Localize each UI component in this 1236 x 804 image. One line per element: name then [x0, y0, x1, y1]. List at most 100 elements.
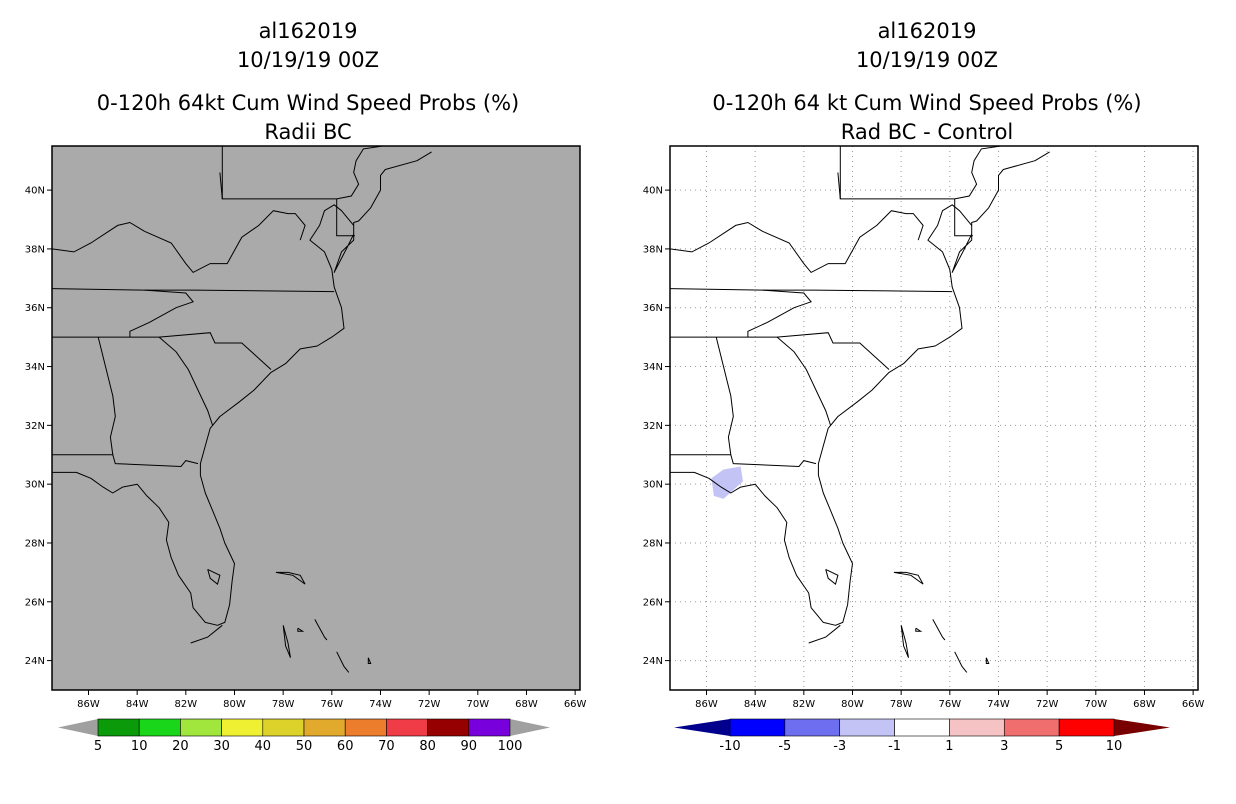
colorbar-label: 30	[213, 739, 230, 754]
colorbar-swatch	[949, 718, 1005, 737]
lon-tick-label: 76W	[939, 699, 962, 710]
lon-tick-label: 78W	[272, 699, 295, 710]
colorbar-label: 40	[255, 739, 272, 754]
state-boundary	[144, 210, 306, 274]
coastline	[52, 151, 432, 626]
state-boundary	[336, 146, 383, 200]
map-frame	[51, 145, 581, 691]
colorbar-low-arrow	[58, 719, 98, 736]
colorbar-swatch	[344, 718, 387, 737]
panel-radii-bc: al162019 10/19/19 00Z 0-120h 64kt Cum Wi…	[25, 19, 587, 754]
state-boundary	[837, 172, 841, 199]
lon-tick-label: 72W	[418, 699, 441, 710]
island-outline	[207, 568, 221, 585]
map-left: 40N 38N 36N 34N 32N 30N 28N 26N 24N 86W 84W 82W 80W 7…	[25, 145, 587, 710]
colorbar-swatch	[784, 718, 841, 737]
lon-tick-label: 84W	[126, 699, 149, 710]
lat-tick-label: 30N	[25, 480, 45, 491]
state-boundary	[336, 198, 355, 237]
lon-tick-label: 70W	[1084, 699, 1107, 710]
colorbar-label: -3	[833, 739, 846, 754]
lat-tick-label: 26N	[643, 597, 663, 608]
state-boundary	[762, 210, 924, 274]
island-outline	[954, 651, 968, 673]
lon-tick-label: 74W	[369, 699, 392, 710]
state-boundary	[776, 336, 832, 426]
colorbar-swatch	[1058, 718, 1115, 737]
colorbar-swatch	[427, 718, 470, 737]
colorbar-swatch	[221, 718, 264, 737]
lon-tick-label: 68W	[515, 699, 538, 710]
lat-tick-label: 36N	[25, 303, 45, 314]
colorbar-swatch	[138, 718, 181, 737]
island-outline	[297, 627, 305, 632]
lat-tick-label: 34N	[643, 362, 663, 373]
lon-tick-label: 74W	[987, 699, 1010, 710]
datetime-right: 10/19/19 00Z	[856, 48, 998, 72]
colorbar-high-arrow	[1114, 719, 1170, 736]
storm-id-right: al162019	[878, 19, 977, 43]
island-outline	[275, 571, 306, 585]
state-boundary	[52, 288, 335, 293]
colorbar-label: 100	[498, 739, 523, 754]
state-boundary	[954, 198, 973, 237]
colorbar-swatch	[1003, 718, 1060, 737]
colorbar-low-arrow	[674, 719, 730, 736]
state-boundary	[129, 289, 194, 338]
state-boundary	[158, 336, 214, 426]
grid-lines	[670, 146, 1198, 690]
colorbar-swatch	[97, 718, 140, 737]
colorbar-high-arrow	[510, 719, 550, 736]
title-right: 0-120h 64 kt Cum Wind Speed Probs (%)	[712, 91, 1141, 115]
island-outline	[282, 625, 291, 658]
colorbar-left: 5 10 20 30 40 50 60 70 80 90 100	[58, 718, 550, 754]
colorbar-swatch	[468, 718, 511, 737]
colorbar-label: 50	[296, 739, 313, 754]
lat-tick-label: 28N	[25, 538, 45, 549]
state-boundary	[670, 332, 890, 370]
island-outline	[367, 657, 372, 664]
island-outline	[808, 624, 841, 644]
state-boundary	[954, 146, 1001, 200]
state-boundary	[52, 332, 272, 370]
island-outline	[985, 657, 990, 664]
colorbar-label: 3	[1000, 739, 1008, 754]
island-outline	[932, 619, 946, 641]
lon-tick-label: 84W	[744, 699, 767, 710]
island-outline	[190, 624, 223, 644]
state-boundary	[670, 454, 817, 468]
lon-tick-label: 72W	[1036, 699, 1059, 710]
island-outline	[825, 568, 839, 585]
lat-tick-label: 38N	[643, 244, 663, 255]
lon-tick-label: 82W	[175, 699, 198, 710]
lat-tick-label: 36N	[643, 303, 663, 314]
colorbar-label: 10	[1106, 739, 1123, 754]
state-boundary	[52, 454, 199, 468]
lat-tick-label: 28N	[643, 538, 663, 549]
map-background	[52, 146, 580, 690]
lat-tick-label: 24N	[643, 656, 663, 667]
colorbar-label: -10	[719, 739, 740, 754]
colorbar-swatch	[894, 718, 950, 737]
coastline	[670, 151, 1050, 626]
state-boundary	[97, 336, 116, 455]
lat-tick-label: 40N	[25, 186, 45, 197]
storm-id-left: al162019	[259, 19, 358, 43]
state-boundary	[670, 221, 763, 253]
title-left: 0-120h 64kt Cum Wind Speed Probs (%)	[97, 91, 519, 115]
colorbar-label: 5	[1055, 739, 1063, 754]
colorbar-label: 1	[945, 739, 953, 754]
lon-tick-label: 82W	[793, 699, 816, 710]
colorbar-swatch	[729, 718, 786, 737]
colorbar-label: 70	[378, 739, 395, 754]
state-boundary	[219, 172, 223, 199]
lat-tick-label: 32N	[643, 421, 663, 432]
probability-difference-patch	[711, 466, 743, 499]
map-frame	[669, 145, 1199, 691]
colorbar-label: -1	[888, 739, 901, 754]
lat-tick-label: 30N	[643, 480, 663, 491]
colorbar-label: 5	[94, 739, 102, 754]
colorbar-swatch	[303, 718, 346, 737]
lon-tick-label: 80W	[841, 699, 864, 710]
